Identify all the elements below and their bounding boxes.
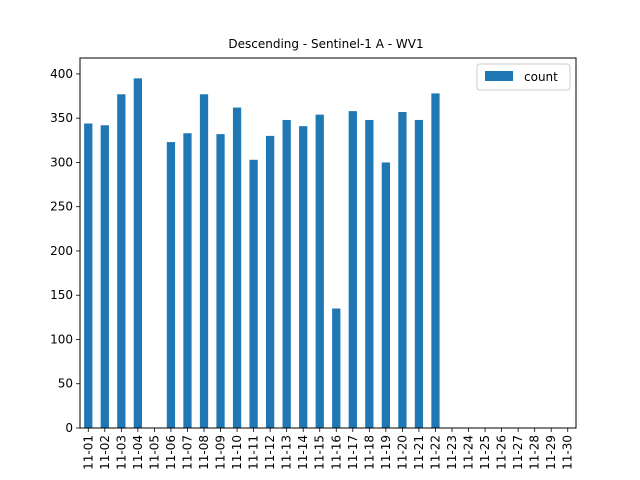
x-tick-label: 11-14	[296, 435, 310, 470]
x-tick-label: 11-29	[544, 435, 558, 470]
x-tick-label: 11-09	[214, 435, 228, 470]
x-tick-label: 11-08	[197, 435, 211, 470]
bar-11-04	[133, 78, 142, 429]
x-tick-label: 11-06	[164, 435, 178, 470]
y-tick-label: 50	[58, 377, 73, 391]
bar-11-18	[365, 119, 374, 429]
bar-11-17	[348, 111, 357, 429]
x-tick-label: 11-27	[511, 435, 525, 470]
bar-11-06	[166, 142, 176, 428]
x-tick-label: 11-21	[412, 435, 426, 470]
bars-group	[84, 78, 440, 429]
y-axis: 0 50 100 150 200 250 300 350 400	[50, 67, 80, 435]
x-tick-label: 11-17	[346, 435, 360, 470]
x-tick-label: 11-03	[114, 435, 128, 470]
y-tick-label: 250	[50, 200, 73, 214]
x-tick-label: 11-01	[81, 435, 95, 470]
x-tick-label: 11-12	[263, 435, 277, 470]
bar-11-02	[100, 125, 109, 429]
bar-11-07	[183, 133, 192, 429]
bar-11-10	[232, 107, 242, 428]
x-tick-label: 11-30	[561, 435, 575, 470]
bar-11-20	[398, 112, 407, 428]
bar-11-08	[199, 94, 209, 428]
x-tick-label: 11-05	[147, 435, 161, 470]
x-tick-label: 11-22	[428, 435, 442, 470]
x-tick-label: 11-28	[528, 435, 542, 470]
x-tick-label: 11-04	[131, 435, 145, 470]
bar-11-03	[117, 94, 126, 428]
x-tick-label: 11-15	[313, 435, 327, 470]
x-tick-label: 11-19	[379, 435, 393, 470]
y-tick-label: 300	[50, 155, 73, 169]
legend-box	[476, 63, 571, 91]
x-tick-label: 11-25	[478, 435, 492, 470]
x-tick-label: 11-18	[362, 435, 376, 470]
bar-11-16	[332, 308, 341, 428]
x-tick-label: 11-26	[495, 435, 509, 470]
x-tick-label: 11-13	[280, 435, 294, 470]
x-axis: 11-01 11-02 11-03 11-04 11-05 11-06 11-07 11-08…	[81, 428, 575, 470]
x-tick-label: 11-16	[329, 435, 343, 470]
bar-11-01	[84, 123, 93, 428]
x-tick-label: 11-20	[395, 435, 409, 470]
y-tick-label: 400	[50, 67, 73, 81]
x-tick-label: 11-24	[462, 435, 476, 470]
y-tick-label: 0	[65, 421, 73, 435]
x-tick-label: 11-02	[98, 435, 112, 470]
bar-11-13	[282, 119, 291, 429]
plot-frame	[79, 57, 577, 429]
x-tick-label: 11-10	[230, 435, 244, 470]
bar-11-21	[414, 119, 424, 429]
legend-swatch	[485, 71, 513, 81]
x-tick-label: 11-07	[180, 435, 194, 470]
bar-11-14	[299, 126, 308, 428]
x-tick-label: 11-23	[445, 435, 459, 470]
legend-label: count	[524, 70, 558, 84]
y-tick-label: 100	[50, 332, 73, 346]
bar-11-09	[216, 134, 225, 428]
bar-11-19	[381, 162, 390, 428]
bar-11-12	[266, 135, 275, 428]
x-tick-label: 11-11	[247, 435, 261, 470]
bar-11-15	[315, 114, 324, 429]
chart-title: Descending - Sentinel-1 A - WV1	[228, 37, 423, 51]
y-tick-label: 200	[50, 244, 73, 258]
bar-11-22	[431, 93, 440, 428]
y-tick-label: 150	[50, 288, 73, 302]
legend: count	[476, 63, 571, 91]
bar-11-11	[249, 159, 258, 429]
y-tick-label: 350	[50, 111, 73, 125]
